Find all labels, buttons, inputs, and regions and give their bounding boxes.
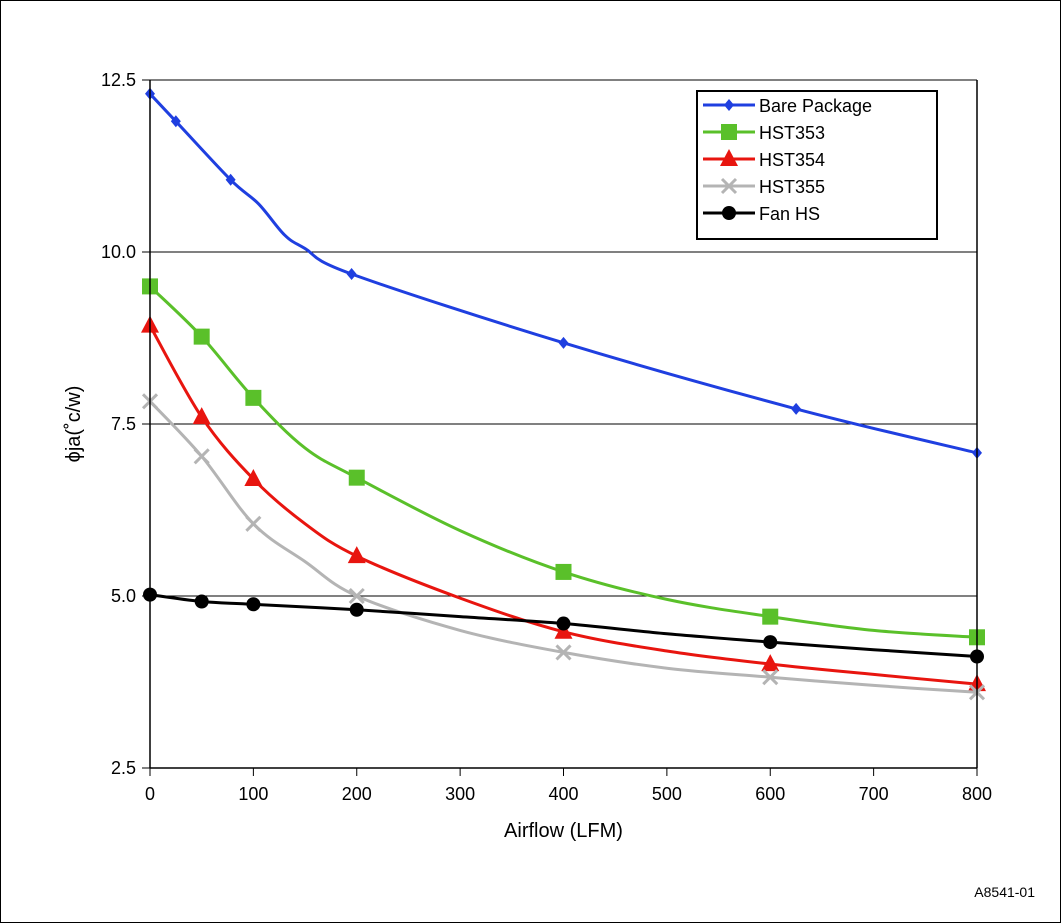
data-point	[170, 115, 181, 128]
x-tick-label: 400	[548, 784, 578, 804]
series-line	[148, 400, 978, 694]
data-point	[194, 594, 209, 609]
legend-label: HST353	[759, 123, 825, 143]
y-axis-label: ϕja(˚c/w)	[63, 386, 85, 463]
data-point	[555, 644, 572, 661]
y-tick-label: 10.0	[101, 242, 136, 262]
series-line	[148, 324, 978, 686]
data-point	[791, 402, 802, 415]
x-tick-label: 100	[238, 784, 268, 804]
legend-swatch-marker	[721, 124, 737, 140]
legend: Bare Package HST353 HST354 HST355 Fan HS	[696, 90, 938, 240]
data-point	[348, 469, 365, 486]
legend-swatch-marker	[720, 177, 738, 195]
axes	[142, 79, 978, 776]
data-point	[762, 669, 779, 686]
data-point	[347, 546, 366, 564]
tick-labels: 2.5 5.0 7.5 10.0 12.5 0 100 200 300 400 500 600 700 8…	[101, 70, 992, 804]
y-tick-label: 2.5	[111, 758, 136, 778]
data-point	[763, 635, 778, 650]
data-point	[244, 469, 263, 487]
x-tick-label: 600	[755, 784, 785, 804]
x-tick-label: 700	[859, 784, 889, 804]
series-fan-hs	[143, 587, 984, 664]
y-tick-label: 5.0	[111, 586, 136, 606]
data-point	[762, 608, 779, 625]
legend-label: Bare Package	[759, 96, 872, 116]
data-point	[348, 587, 365, 605]
data-point	[556, 616, 571, 631]
x-tick-label: 800	[962, 784, 992, 804]
x-axis-label: Airflow (LFM)	[504, 820, 623, 842]
legend-item: Fan HS	[703, 204, 820, 224]
data-point	[761, 654, 780, 672]
series-hst353	[142, 278, 985, 646]
x-tick-label: 500	[652, 784, 682, 804]
data-point	[558, 336, 569, 349]
data-point	[193, 448, 210, 465]
legend-label: HST354	[759, 150, 825, 170]
y-tick-label: 12.5	[101, 70, 136, 90]
legend-swatch-marker	[722, 206, 736, 220]
legend-item: HST355	[703, 177, 825, 197]
legend-label: HST355	[759, 177, 825, 197]
y-tick-label: 7.5	[111, 414, 136, 434]
legend-item: HST354	[703, 149, 825, 170]
series-hst354	[141, 315, 986, 692]
data-point	[346, 268, 357, 281]
x-tick-label: 200	[342, 784, 372, 804]
data-point	[555, 563, 572, 580]
legend-label: Fan HS	[759, 204, 820, 224]
figure-id: A8541-01	[974, 884, 1035, 900]
data-point	[225, 173, 236, 186]
series-hst355	[141, 393, 986, 701]
series-line	[148, 92, 978, 455]
data-point	[349, 602, 364, 617]
legend-item: HST353	[703, 123, 825, 143]
x-tick-label: 300	[445, 784, 475, 804]
data-point	[193, 328, 210, 345]
data-point	[192, 407, 211, 425]
data-point	[245, 389, 262, 406]
x-tick-label: 0	[145, 784, 155, 804]
legend-swatch-marker	[724, 99, 734, 111]
legend-item: Bare Package	[703, 96, 872, 116]
data-point	[245, 515, 262, 532]
legend-swatch-marker	[720, 149, 738, 166]
data-point	[246, 597, 261, 612]
